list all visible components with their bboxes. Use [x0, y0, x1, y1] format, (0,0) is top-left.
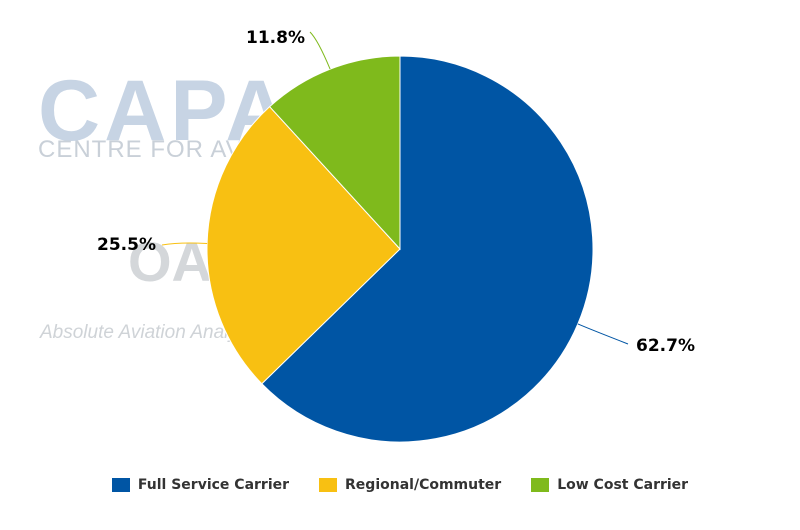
legend-swatch — [531, 478, 550, 492]
data-label: 25.5% — [97, 235, 156, 255]
pie-slice-low-cost-carrier — [268, 55, 401, 251]
leader-line — [161, 242, 208, 246]
legend-swatch — [111, 478, 130, 492]
legend-label: Full Service Carrier — [137, 477, 290, 493]
data-label: 62.7% — [636, 336, 695, 356]
leader-line — [577, 323, 629, 345]
oag-watermark-subtitle: Absolute Aviation Analysis — [40, 322, 262, 343]
legend-item: Full Service Carrier — [111, 477, 290, 493]
data-label: 11.8% — [246, 28, 305, 48]
legend-item: Regional/Commuter — [319, 477, 501, 493]
legend-item: Low Cost Carrier — [531, 477, 688, 493]
legend-swatch — [319, 478, 338, 492]
chart-legend: Full Service Carrier Regional/Commuter Low… — [0, 477, 800, 493]
pie-slice-regional-commuter — [206, 105, 401, 385]
legend-label: Low Cost Carrier — [557, 477, 689, 493]
pie-slice-full-service-carrier — [261, 55, 594, 443]
leader-line — [309, 31, 331, 70]
legend-label: Regional/Commuter — [345, 477, 502, 493]
